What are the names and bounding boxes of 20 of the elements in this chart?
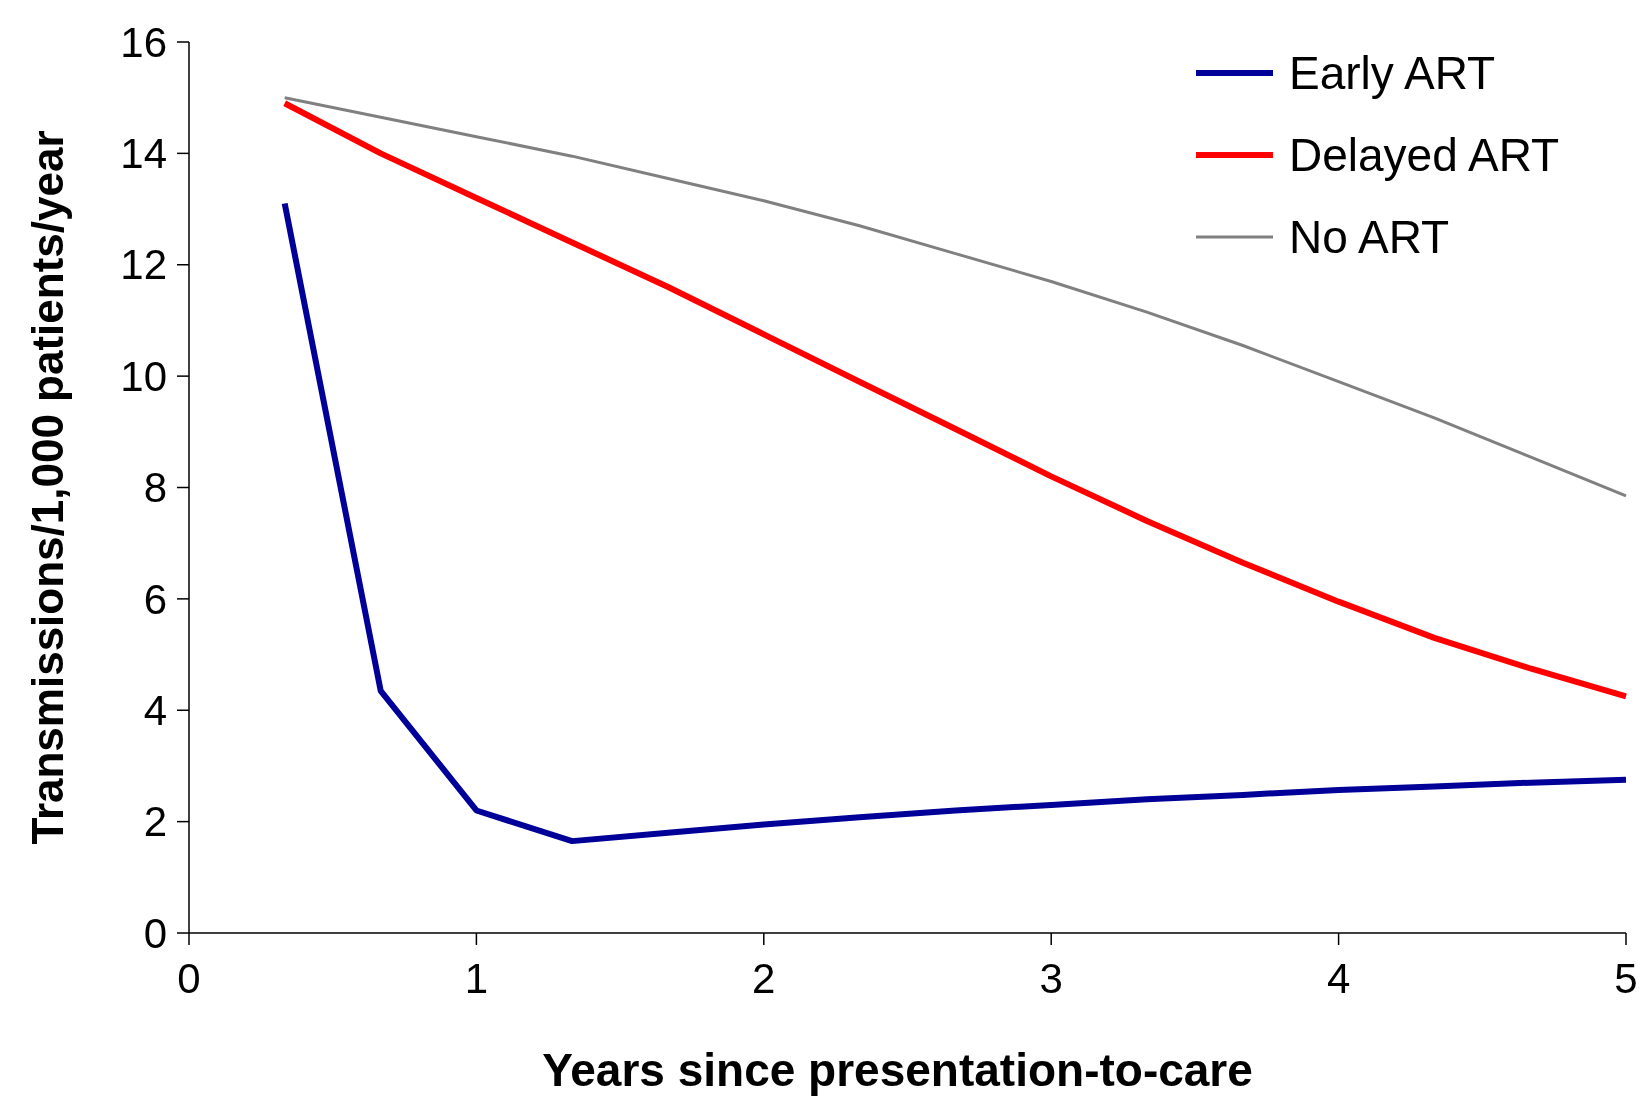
x-tick-label: 0 bbox=[177, 955, 201, 1002]
y-tick-label: 0 bbox=[143, 909, 167, 957]
x-tick-label: 1 bbox=[464, 955, 489, 1002]
y-tick-label: 14 bbox=[120, 130, 167, 178]
legend-label: Delayed ART bbox=[1289, 129, 1560, 182]
y-axis-title: Transmissions/1,000 patients/year bbox=[23, 130, 72, 845]
y-tick-label: 8 bbox=[143, 464, 167, 512]
legend-label: Early ART bbox=[1289, 47, 1496, 100]
y-tick-label: 6 bbox=[143, 575, 167, 623]
legend-label: No ART bbox=[1289, 211, 1450, 264]
y-tick-label: 16 bbox=[120, 18, 167, 66]
x-tick-label: 4 bbox=[1326, 955, 1351, 1002]
y-tick-label: 2 bbox=[143, 798, 167, 846]
x-axis-title: Years since presentation-to-care bbox=[542, 1044, 1253, 1096]
y-tick-label: 12 bbox=[120, 241, 167, 289]
x-tick-label: 2 bbox=[752, 955, 776, 1002]
y-tick-label: 4 bbox=[143, 686, 167, 734]
y-tick-label: 10 bbox=[120, 352, 167, 400]
x-tick-label: 3 bbox=[1039, 955, 1063, 1002]
x-tick-label: 5 bbox=[1614, 955, 1638, 1002]
